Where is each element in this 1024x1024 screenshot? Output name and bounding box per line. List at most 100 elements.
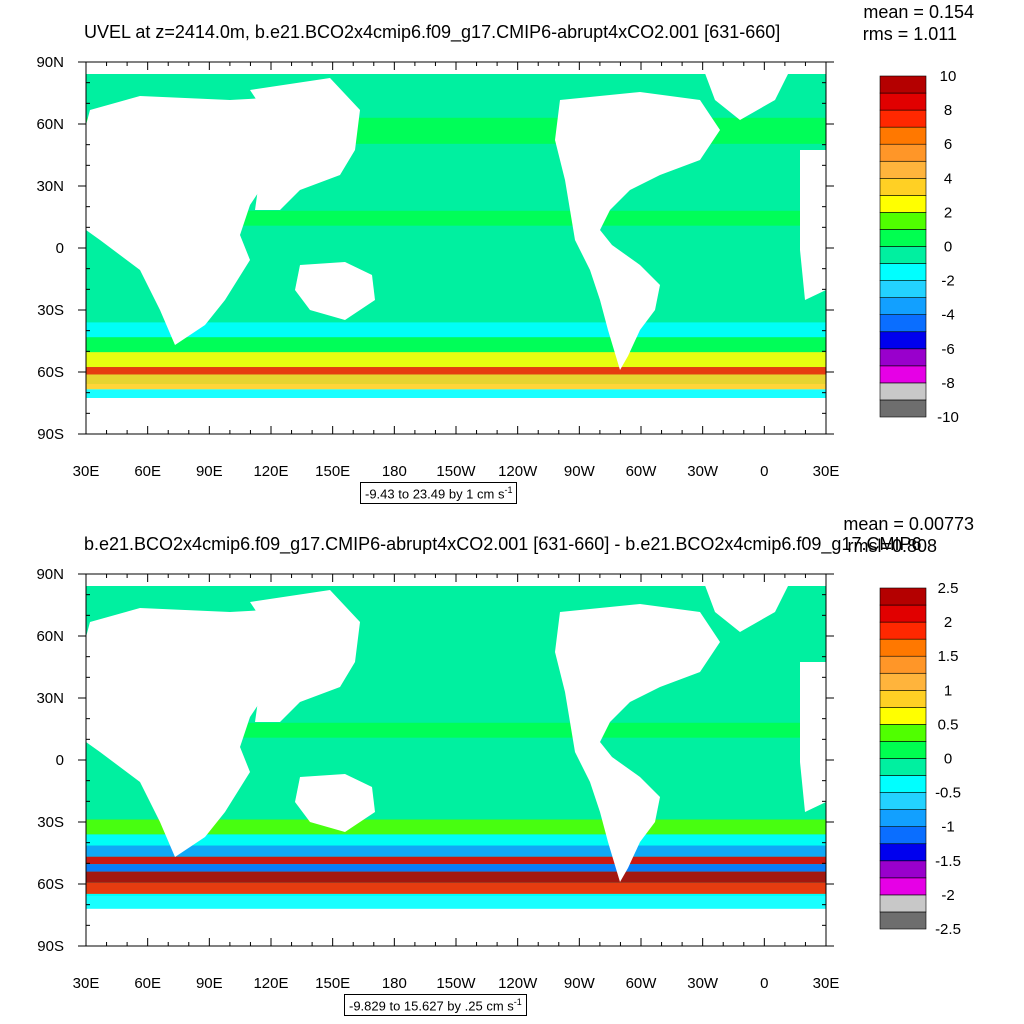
y-tick-label: 60N <box>36 628 64 645</box>
y-tick-label: 60N <box>36 116 64 133</box>
colorbar-segment <box>879 621 927 640</box>
colorbar-segment <box>879 792 927 810</box>
field-band <box>86 882 826 894</box>
x-tick-label: 120E <box>253 975 288 992</box>
colorbar-segment <box>879 382 927 401</box>
field-band <box>86 845 826 857</box>
colorbar-segment <box>879 911 927 930</box>
x-tick-label: 90E <box>196 975 223 992</box>
range-info-box: -9.43 to 23.49 by 1 cm s-1 <box>360 482 518 505</box>
colorbar-segment <box>879 314 927 333</box>
colorbar-segment <box>879 92 927 111</box>
range-info-box: -9.829 to 15.627 by .25 cm s-1 <box>344 994 527 1017</box>
colorbar-segment <box>879 604 927 623</box>
colorbar-segment <box>879 860 927 879</box>
x-tick-label: 30E <box>73 975 100 992</box>
colorbar-label: -1 <box>941 819 954 836</box>
colorbar-segment <box>879 587 927 606</box>
x-tick-label: 30W <box>687 463 719 480</box>
x-tick-label: 120E <box>253 463 288 480</box>
x-tick-label: 120W <box>498 463 538 480</box>
x-tick-label: 150W <box>436 463 476 480</box>
colorbar-label: -1.5 <box>935 853 961 870</box>
range-unit-sup: -1 <box>504 485 513 495</box>
colorbar-segment <box>879 280 927 298</box>
colorbar-segment <box>879 331 927 350</box>
australia-land <box>295 774 375 832</box>
asia-land <box>250 78 360 210</box>
field-band <box>86 856 826 865</box>
chart-panel-top: UVEL at z=2414.0m, b.e21.BCO2x4cmip6.f09… <box>36 2 974 505</box>
colorbar-segment <box>879 758 927 776</box>
colorbar-segment <box>879 229 927 247</box>
colorbar-label: -0.5 <box>935 785 961 802</box>
australia-land <box>295 262 375 320</box>
colorbar-segment <box>879 126 927 145</box>
map-plot: 30E 60E 90E 120E 150E 180 150W 120W 90W 60W 30W 0 30… <box>36 566 961 992</box>
y-tick-label: 60S <box>37 364 64 381</box>
colorbar-label: 2.5 <box>938 580 959 597</box>
rms-stat: rms = 1.011 <box>862 24 957 44</box>
colorbar-segment <box>879 707 927 725</box>
colorbar-label: 2 <box>944 204 952 221</box>
y-tick-label: 0 <box>56 752 64 769</box>
colorbar-segment <box>879 655 927 674</box>
x-tick-label: 30E <box>73 463 100 480</box>
colorbar-label: -2 <box>941 273 954 290</box>
x-tick-label: 150E <box>315 463 350 480</box>
x-tick-label: 90W <box>564 463 596 480</box>
field-band <box>86 210 826 226</box>
field-band <box>86 337 826 353</box>
colorbar-segment <box>879 843 927 862</box>
field-band <box>86 893 826 909</box>
colorbar-segment <box>879 690 927 708</box>
x-tick-label: 60W <box>626 463 658 480</box>
range-text: -9.829 to 15.627 by .25 cm s <box>349 998 514 1014</box>
x-tick-label: 30E <box>813 463 840 480</box>
americas-land <box>555 92 720 370</box>
mean-stat: mean = 0.154 <box>863 2 974 22</box>
colorbar-label: 1 <box>944 682 952 699</box>
colorbar-segment <box>879 348 927 367</box>
field-band <box>86 352 826 368</box>
colorbar-label: 8 <box>944 102 952 119</box>
colorbar-segment <box>879 877 927 896</box>
x-tick-label: 180 <box>382 975 407 992</box>
chart-title: b.e21.BCO2x4cmip6.f09_g17.CMIP6-abrupt4x… <box>84 534 922 554</box>
colorbar-label: 4 <box>944 170 952 187</box>
colorbar-segment <box>879 143 927 162</box>
y-tick-label: 90N <box>36 54 64 71</box>
colorbar-label: 0 <box>944 239 952 256</box>
colorbar-segment <box>879 365 927 384</box>
field-band <box>86 184 826 196</box>
colorbar-segment <box>879 178 927 196</box>
x-tick-label: 30E <box>813 975 840 992</box>
colorbar-label: -8 <box>941 375 954 392</box>
x-tick-label: 90W <box>564 975 596 992</box>
field-band <box>86 834 826 846</box>
colorbar-segment <box>879 775 927 793</box>
y-tick-label: 30N <box>36 178 64 195</box>
field-band <box>86 778 826 790</box>
greenland-land <box>700 58 790 120</box>
colorbar-segment <box>879 75 927 94</box>
colorbar-label: -2.5 <box>935 921 961 938</box>
colorbar-segment <box>879 399 927 418</box>
colorbar-label: -2 <box>941 887 954 904</box>
colorbar-label: 10 <box>940 68 957 85</box>
africa-land-right <box>800 150 826 300</box>
range-text: -9.43 to 23.49 by 1 cm s <box>365 486 505 502</box>
colorbar-segment <box>879 195 927 213</box>
mean-stat: mean = 0.00773 <box>843 514 974 534</box>
field-band <box>86 864 826 872</box>
asia-land <box>250 590 360 722</box>
colorbar-label: 0 <box>944 751 952 768</box>
chart-title: UVEL at z=2414.0m, b.e21.BCO2x4cmip6.f09… <box>84 22 781 42</box>
colorbar-segment <box>879 160 927 179</box>
x-tick-label: 0 <box>760 463 768 480</box>
colorbar-label: -6 <box>941 341 954 358</box>
colorbar-label: 6 <box>944 136 952 153</box>
x-tick-label: 90E <box>196 463 223 480</box>
colorbar-segment <box>879 246 927 264</box>
x-tick-label: 60W <box>626 975 658 992</box>
